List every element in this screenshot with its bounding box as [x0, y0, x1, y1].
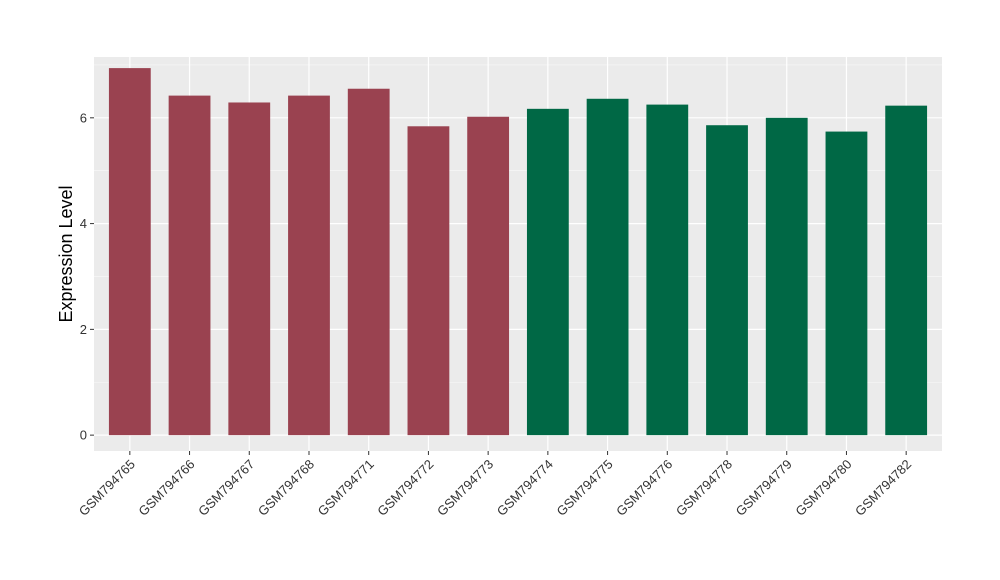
x-tick-label: GSM794776: [613, 457, 675, 519]
x-axis: GSM794765GSM794766GSM794767GSM794768GSM7…: [76, 451, 914, 519]
bar-GSM794779: [765, 117, 808, 436]
bar-GSM794772: [407, 126, 450, 436]
x-tick-label: GSM794779: [733, 457, 795, 519]
x-tick-label: GSM794778: [673, 457, 735, 519]
bar-GSM794767: [228, 102, 271, 436]
x-tick-label: GSM794768: [255, 457, 317, 519]
bars: [108, 68, 928, 436]
x-tick-label: GSM794766: [135, 457, 197, 519]
plot-panel: [94, 57, 942, 451]
x-tick-label: GSM794782: [852, 457, 914, 519]
y-axis: 0 2 4 6: [80, 110, 94, 443]
x-tick-label: GSM794772: [374, 457, 436, 519]
y-tick-label: 4: [80, 216, 87, 231]
x-tick-label: GSM794774: [494, 457, 556, 519]
x-tick-label: GSM794780: [792, 457, 854, 519]
bar-GSM794773: [467, 116, 510, 436]
bar-GSM794774: [526, 108, 569, 436]
y-axis-title: Expression Level: [56, 185, 76, 322]
x-tick-label: GSM794765: [76, 457, 138, 519]
bar-GSM794778: [706, 125, 748, 436]
x-tick-label: GSM794767: [195, 457, 257, 519]
x-tick-label: GSM794773: [434, 457, 496, 519]
y-tick-label: 2: [80, 322, 87, 337]
x-tick-label: GSM794771: [315, 457, 377, 519]
bar-GSM794768: [288, 95, 330, 436]
bar-GSM794776: [646, 104, 689, 436]
y-tick-label: 0: [80, 428, 87, 443]
bar-GSM794766: [168, 95, 211, 436]
y-tick-label: 6: [80, 110, 87, 125]
x-tick-label: GSM794775: [553, 457, 615, 519]
bar-GSM794782: [885, 105, 928, 436]
bar-GSM794765: [108, 68, 151, 436]
bar-GSM794780: [825, 131, 868, 436]
bar-GSM794771: [347, 88, 390, 436]
bar-GSM794775: [586, 98, 629, 436]
